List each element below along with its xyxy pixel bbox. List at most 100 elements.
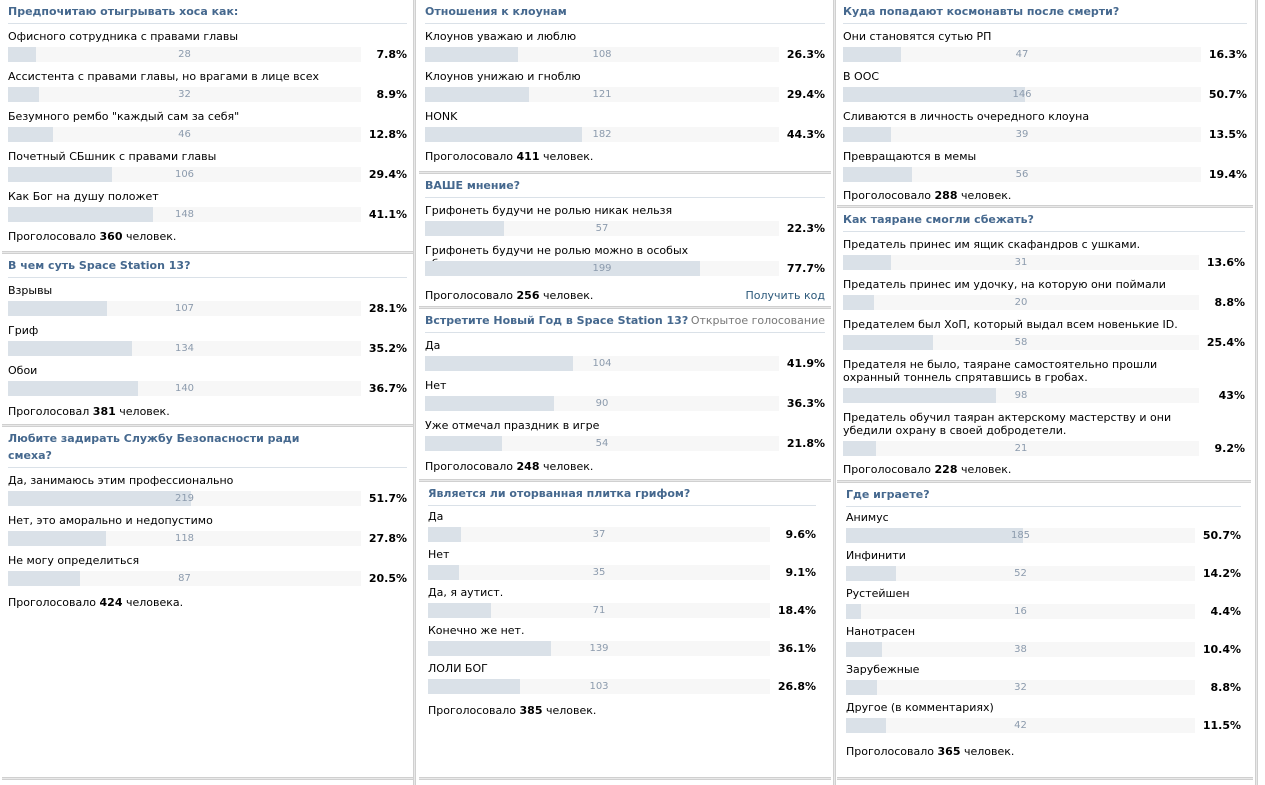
option-bar-fill [8, 571, 81, 586]
poll-option[interactable]: Ассистента с правами главы, но врагами в… [8, 64, 407, 104]
option-vote-count: 21 [1014, 443, 1028, 454]
option-percent: 9.1% [785, 566, 816, 579]
poll-option[interactable]: Они становятся сутью РП 47 16.3% [843, 24, 1247, 64]
poll-option[interactable]: Нанотрасен 38 10.4% [846, 621, 1241, 659]
poll-option[interactable]: Взрывы 107 28.1% [8, 278, 407, 318]
option-bar-fill [425, 87, 530, 102]
option-bar-fill [843, 255, 892, 270]
poll-option[interactable]: Да, занимаюсь этим профессионально 219 51.… [8, 468, 407, 508]
option-bar-track: 71 [428, 603, 770, 618]
poll-astronauts-death: Куда попадают космонавты после смерти? О… [837, 0, 1253, 208]
option-label: Предатель обучил таяран актерскому масте… [843, 411, 1172, 437]
poll-option[interactable]: Рустейшен 16 4.4% [846, 583, 1241, 621]
option-bar-track: 118 [8, 531, 361, 546]
poll-option[interactable]: Грифонеть будучи не ролью можно в особых… [425, 238, 825, 278]
option-bar-fill [425, 261, 701, 276]
poll-option[interactable]: Не могу определиться 87 20.5% [8, 548, 407, 588]
option-percent: 50.7% [1202, 529, 1241, 542]
option-label: Другое (в комментариях) [846, 701, 994, 714]
poll-option[interactable]: Превращаются в мемы 56 19.4% [843, 144, 1247, 184]
poll-your-opinion: ВАШЕ мнение? Грифонеть будучи не ролью н… [419, 174, 831, 309]
poll-option[interactable]: Да 104 41.9% [425, 333, 825, 373]
poll-option[interactable]: Инфинити 52 14.2% [846, 545, 1241, 583]
poll-option[interactable]: Почетный СБшник с правами главы 106 29.4% [8, 144, 407, 184]
poll-option[interactable]: Сливаются в личность очередного клоуна 39… [843, 104, 1247, 144]
poll-option[interactable]: Нет 90 36.3% [425, 373, 825, 413]
option-bar-fill [846, 604, 862, 619]
option-bar-fill [425, 356, 574, 371]
poll-option[interactable]: Другое (в комментариях) 42 11.5% [846, 697, 1241, 735]
option-percent: 11.5% [1202, 719, 1241, 732]
option-label: Конечно же нет. [428, 624, 525, 637]
poll-option[interactable]: Предателя не было, таяране самостоятельн… [843, 352, 1245, 405]
option-bar-fill [425, 47, 519, 62]
option-bar-track: 90 [425, 396, 779, 411]
poll-title: Куда попадают космонавты после смерти? [843, 5, 1120, 18]
poll-option[interactable]: Офисного сотрудника с правами главы 28 7.8… [8, 24, 407, 64]
poll-tease-security: Любите задирать Службу Безопасности ради… [2, 427, 413, 611]
poll-option[interactable]: ЛОЛИ БОГ 103 26.8% [428, 658, 816, 696]
poll-option[interactable]: Нет 35 9.1% [428, 544, 816, 582]
option-vote-count: 32 [178, 89, 191, 100]
poll-option[interactable]: HONK 182 44.3% [425, 104, 825, 144]
option-percent: 7.8% [376, 48, 407, 61]
poll-option[interactable]: Уже отмечал праздник в игре 54 21.8% [425, 413, 825, 453]
poll-option[interactable]: Гриф 134 35.2% [8, 318, 407, 358]
option-bar-track: 39 [843, 127, 1201, 142]
poll-option[interactable]: Зарубежные 32 8.8% [846, 659, 1241, 697]
option-percent: 44.3% [786, 128, 825, 141]
option-vote-count: 148 [174, 209, 195, 220]
option-percent: 77.7% [786, 262, 825, 275]
option-percent: 12.8% [368, 128, 407, 141]
option-bar-fill [425, 436, 503, 451]
option-label: Нет [428, 548, 450, 561]
option-bar-fill [8, 167, 112, 182]
poll-option[interactable]: Клоунов уважаю и люблю 108 26.3% [425, 24, 825, 64]
option-bar-track: 58 [843, 335, 1199, 350]
poll-option[interactable]: В ООС 146 50.7% [843, 64, 1247, 104]
option-label: Сливаются в личность очередного клоуна [843, 110, 1090, 123]
option-label: В ООС [843, 70, 880, 83]
column-bottom-divider [837, 777, 1253, 780]
poll-option[interactable]: Предатель обучил таяран актерскому масте… [843, 405, 1245, 458]
poll-option[interactable]: Безумного рембо "каждый сам за себя" 46 12… [8, 104, 407, 144]
option-vote-count: 118 [174, 533, 195, 544]
option-vote-count: 57 [595, 223, 609, 234]
poll-option[interactable]: Клоунов унижаю и гноблю 121 29.4% [425, 64, 825, 104]
poll-header: ВАШЕ мнение? [425, 174, 825, 198]
poll-option[interactable]: Предателем был ХоП, который выдал всем н… [843, 312, 1245, 352]
poll-option[interactable]: Предатель принес им ящик скафандров с уш… [843, 232, 1245, 272]
option-label: Как Бог на душу положет [8, 190, 159, 203]
option-bar-fill [846, 718, 887, 733]
poll-option[interactable]: Да, я аутист. 71 18.4% [428, 582, 816, 620]
option-vote-count: 52 [1014, 568, 1027, 579]
option-bar-track: 56 [843, 167, 1201, 182]
total-count: 385 [519, 704, 543, 717]
option-bar-track: 140 [8, 381, 361, 396]
option-bar-track: 31 [843, 255, 1199, 270]
poll-option[interactable]: Предатель принес им удочку, на которую о… [843, 272, 1245, 312]
get-code-link[interactable]: Получить код [745, 289, 825, 302]
option-bar-fill [843, 47, 902, 62]
poll-option[interactable]: Да 37 9.6% [428, 506, 816, 544]
poll-option[interactable]: Конечно же нет. 139 36.1% [428, 620, 816, 658]
total-prefix: Проголосовал [8, 405, 90, 418]
poll-option[interactable]: Грифонеть будучи не ролью никак нельзя 57… [425, 198, 825, 238]
poll-header: Любите задирать Службу Безопасности ради… [8, 427, 407, 468]
poll-option[interactable]: Анимус 185 50.7% [846, 507, 1241, 545]
poll-total: Проголосовало 360 человек. [8, 228, 407, 245]
option-percent: 18.4% [777, 604, 816, 617]
poll-option[interactable]: Как Бог на душу положет 148 41.1% [8, 184, 407, 224]
poll-option[interactable]: Обои 140 36.7% [8, 358, 407, 398]
poll-torn-tile: Является ли оторванная плитка грифом? Да… [419, 482, 831, 719]
poll-divider [419, 479, 831, 482]
poll-title: Любите задирать Службу Безопасности ради… [8, 432, 300, 462]
option-percent: 43% [1218, 389, 1245, 402]
option-bar-track: 54 [425, 436, 779, 451]
option-bar-track: 32 [8, 87, 361, 102]
option-vote-count: 219 [174, 493, 195, 504]
option-bar-track: 35 [428, 565, 770, 580]
poll-option[interactable]: Нет, это аморально и недопустимо 118 27.8% [8, 508, 407, 548]
option-percent: 20.5% [368, 572, 407, 585]
option-percent: 13.5% [1208, 128, 1247, 141]
